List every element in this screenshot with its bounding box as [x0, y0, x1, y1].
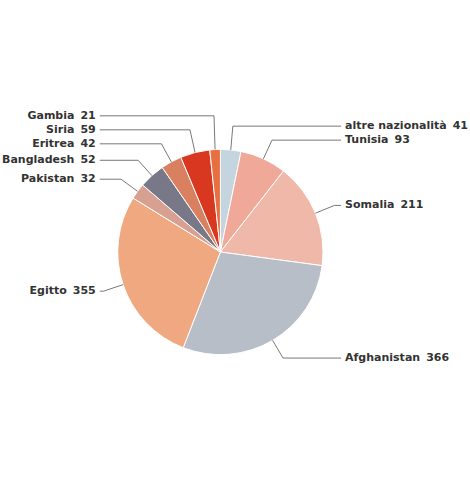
- leader-line: [100, 144, 172, 162]
- leader-line: [100, 285, 123, 292]
- label-value: 41: [453, 119, 468, 132]
- leader-lines: [100, 116, 341, 358]
- label-value: 355: [73, 284, 96, 297]
- pie-slice: [181, 150, 221, 252]
- label-value: 59: [80, 123, 95, 136]
- data-label: Pakistan 32: [21, 172, 96, 185]
- label-category: Egitto: [30, 284, 68, 297]
- data-label: Bangladesh 52: [2, 153, 96, 166]
- label-value: 211: [400, 198, 423, 211]
- label-value: 366: [426, 351, 449, 364]
- labels: altre nazionalità 41 Tunisia 93 Somalia 211 Af…: [2, 109, 468, 364]
- leader-line: [100, 179, 138, 191]
- leader-line: [315, 205, 341, 213]
- pie-slice: [210, 149, 221, 252]
- label-category: Gambia: [27, 109, 74, 122]
- leader-line: [100, 116, 215, 150]
- chart: altre nazionalità 41 Tunisia 93 Somalia 211 Af…: [0, 0, 470, 484]
- leader-line: [100, 160, 152, 175]
- label-value: 93: [395, 133, 410, 146]
- label-category: Tunisia: [345, 133, 388, 146]
- label-value: 32: [80, 172, 95, 185]
- label-value: 42: [80, 137, 95, 150]
- leader-line: [100, 130, 195, 153]
- label-category: Siria: [46, 123, 74, 136]
- data-label: Gambia 21: [27, 109, 95, 122]
- data-label: Somalia 211: [345, 198, 423, 211]
- leader-line: [263, 140, 341, 159]
- data-label: Tunisia 93: [345, 133, 410, 146]
- label-category: altre nazionalità: [345, 119, 447, 132]
- label-category: Eritrea: [32, 137, 74, 150]
- label-category: Pakistan: [21, 172, 74, 185]
- data-label: Egitto 355: [30, 284, 96, 297]
- label-category: Somalia: [345, 198, 394, 211]
- leader-line: [231, 126, 341, 150]
- label-value: 21: [80, 109, 95, 122]
- data-label: Siria 59: [46, 123, 96, 136]
- data-label: altre nazionalità 41: [345, 119, 468, 132]
- label-category: Bangladesh: [2, 153, 74, 166]
- slices: [118, 149, 323, 354]
- pie-chart: altre nazionalità 41 Tunisia 93 Somalia 211 Af…: [2, 109, 468, 364]
- leader-line: [273, 340, 341, 358]
- label-category: Afghanistan: [345, 351, 420, 364]
- pie-slice: [220, 171, 323, 266]
- data-label: Afghanistan 366: [345, 351, 449, 364]
- label-value: 52: [80, 153, 95, 166]
- data-label: Eritrea 42: [32, 137, 96, 150]
